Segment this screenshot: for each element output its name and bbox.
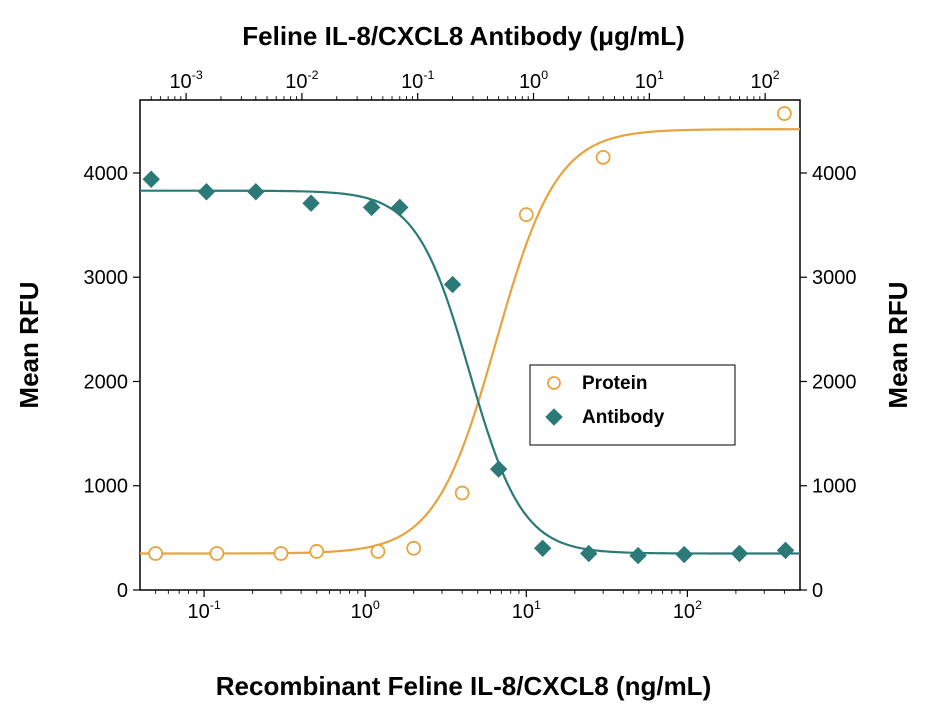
axis-title-top: Feline IL-8/CXCL8 Antibody (μg/mL): [242, 21, 685, 51]
marker-filled-diamond: [143, 171, 159, 187]
xtick-label-bottom: 100: [351, 598, 380, 623]
ytick-label-left: 2000: [84, 371, 129, 393]
axis-title-bottom: Recombinant Feline IL-8/CXCL8 (ng/mL): [216, 671, 711, 701]
xtick-label-bottom: 10-1: [187, 598, 220, 623]
marker-filled-diamond: [778, 542, 794, 558]
chart-container: 0 0 1000 1000 2000 2000 3000 3000 4000 4000 10-1 10…: [0, 0, 927, 718]
marker-open-circle: [371, 545, 384, 558]
ytick-label-right: 3000: [812, 267, 857, 289]
marker-open-circle: [149, 547, 162, 560]
marker-filled-diamond: [676, 547, 692, 563]
ytick-label-left: 1000: [84, 476, 129, 498]
xtick-label-top: 10-1: [401, 68, 434, 93]
marker-open-circle: [778, 107, 791, 120]
legend-label: Protein: [582, 373, 647, 394]
xtick-label-top: 100: [519, 68, 548, 93]
marker-filled-diamond: [198, 184, 214, 200]
legend-label: Antibody: [582, 407, 665, 428]
marker-filled-diamond: [303, 195, 319, 211]
marker-filled-diamond: [630, 548, 646, 564]
marker-filled-diamond: [731, 546, 747, 562]
ytick-label-left: 0: [117, 580, 128, 602]
plot-border: [140, 100, 800, 590]
xtick-label-bottom: 102: [673, 598, 702, 623]
marker-filled-diamond: [248, 184, 264, 200]
marker-open-circle: [597, 151, 610, 164]
ytick-label-right: 0: [812, 580, 823, 602]
marker-open-circle: [520, 208, 533, 221]
xtick-label-top: 102: [751, 68, 780, 93]
marker-filled-diamond: [445, 277, 461, 293]
marker-open-circle: [274, 547, 287, 560]
marker-open-circle: [407, 542, 420, 555]
xtick-label-top: 101: [635, 68, 664, 93]
series-curve: [140, 129, 800, 553]
xtick-label-top: 10-3: [169, 68, 202, 93]
marker-open-circle: [548, 377, 560, 389]
ytick-label-left: 3000: [84, 267, 129, 289]
marker-filled-diamond: [535, 540, 551, 556]
axis-title-left: Mean RFU: [14, 281, 44, 408]
chart-svg: 0 0 1000 1000 2000 2000 3000 3000 4000 4000 10-1 10…: [0, 0, 927, 718]
marker-filled-diamond: [392, 199, 408, 215]
marker-open-circle: [210, 547, 223, 560]
marker-open-circle: [310, 545, 323, 558]
axis-title-right: Mean RFU: [883, 281, 913, 408]
ytick-label-left: 4000: [84, 163, 129, 185]
marker-open-circle: [456, 487, 469, 500]
ytick-label-right: 2000: [812, 371, 857, 393]
xtick-label-bottom: 101: [512, 598, 541, 623]
xtick-label-top: 10-2: [285, 68, 318, 93]
ytick-label-right: 4000: [812, 163, 857, 185]
ytick-label-right: 1000: [812, 476, 857, 498]
